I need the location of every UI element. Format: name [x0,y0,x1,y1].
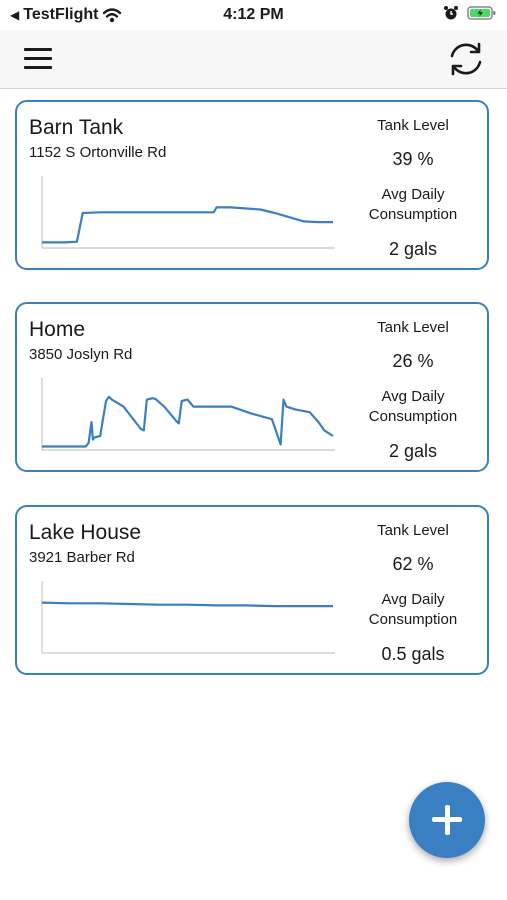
refresh-icon [450,42,482,76]
tank-level-series-line [42,206,333,244]
tank-address: 3921 Barber Rd [29,549,135,566]
tank-address: 3850 Joslyn Rd [29,346,133,363]
tank-card-home[interactable]: Home 3850 Joslyn Rd Tank Level 26 % Avg … [15,302,489,472]
level-history-chart [41,176,335,249]
avg-daily-consumption-label: Avg Daily Consumption [368,591,458,628]
level-history-chart [41,581,335,654]
tank-card-lake-house[interactable]: Lake House 3921 Barber Rd Tank Level 62 … [15,505,489,675]
tank-level-series-line [41,601,333,608]
menu-button[interactable] [22,44,56,74]
level-history-chart [41,378,335,451]
tank-level-series-line [42,395,334,448]
tank-level-value: 39 % [392,149,434,169]
tank-name: Home [29,318,86,341]
hamburger-icon-bar [24,57,52,60]
wifi-icon [103,8,122,23]
plus-icon-stroke [444,805,450,835]
battery-icon [467,6,496,20]
tank-level-value: 62 % [392,554,434,574]
back-app-label: TestFlight [23,6,99,23]
tank-level-label: Tank Level [377,522,449,539]
tank-address: 1152 S Ortonville Rd [29,144,167,161]
tank-name: Lake House [29,521,142,544]
tank-name: Barn Tank [29,116,124,139]
avg-daily-consumption-value: 2 gals [388,441,438,461]
avg-daily-consumption-value: 2 gals [388,239,438,259]
refresh-button[interactable] [445,38,487,80]
avg-daily-consumption-label: Avg Daily Consumption [368,186,458,223]
avg-daily-consumption-label: Avg Daily Consumption [368,388,458,425]
add-tank-button[interactable] [409,782,485,858]
tank-level-label: Tank Level [377,319,449,336]
nav-bar [0,30,507,89]
tank-level-label: Tank Level [377,117,449,134]
clock: 4:12 PM [223,6,284,23]
hamburger-icon [24,48,52,51]
avg-daily-consumption-value: 0.5 gals [381,644,445,664]
back-arrow-icon: ◀ [10,8,20,22]
back-to-app[interactable]: ◀ TestFlight [10,6,122,24]
tank-card-barn-tank[interactable]: Barn Tank 1152 S Ortonville Rd Tank Leve… [15,100,489,270]
tank-level-value: 26 % [392,351,434,371]
status-bar: ◀ TestFlight 4:12 PM [0,0,507,30]
hamburger-icon-bar [24,66,52,69]
alarm-icon [444,6,458,20]
